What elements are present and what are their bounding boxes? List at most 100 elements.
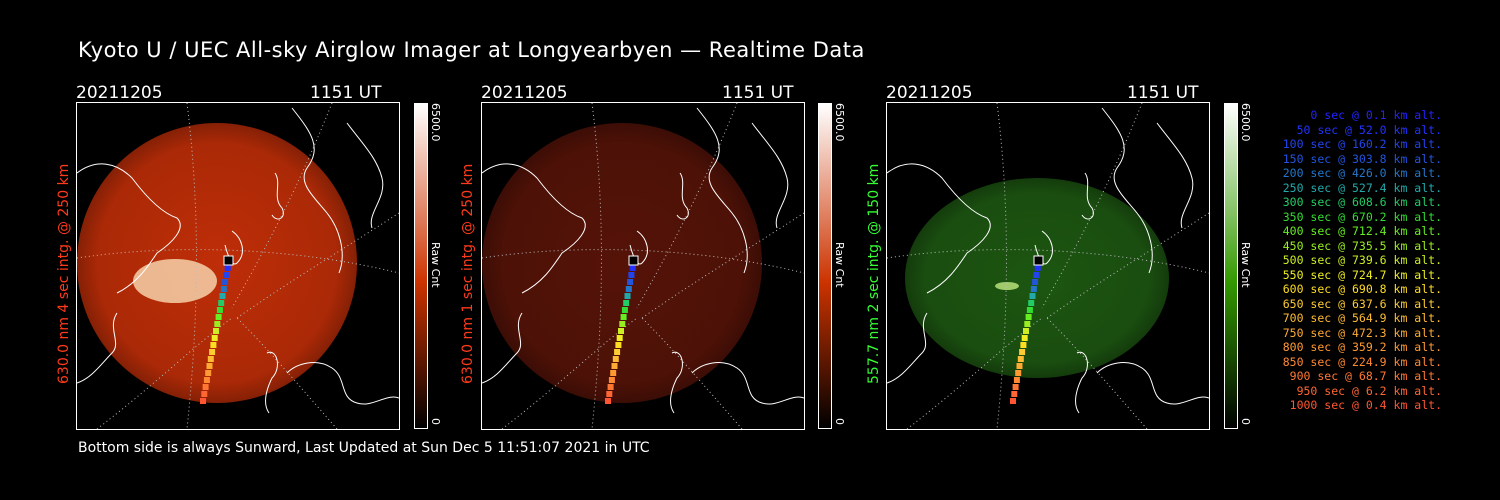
trajectory-marker [201,391,208,397]
coastline [696,107,748,274]
footer-status: Bottom side is always Sunward, Last Upda… [78,440,650,456]
legend-alt: 690.8 km alt. [1351,282,1442,296]
trajectory-marker [1016,363,1023,369]
legend-row: 450 sec @ 735.5 km alt. [1262,239,1442,254]
coastline [670,351,683,414]
legend-at-sign: @ [1331,209,1352,224]
trajectory-marker [203,377,210,383]
trajectory-marker [1017,356,1024,362]
legend-time: 1000 sec [1289,398,1346,412]
legend-at-sign: @ [1331,166,1352,180]
legend-at-sign: @ [1331,325,1352,340]
panel-2-cbar-unit: Raw Cnt [833,242,846,288]
coastline [286,362,399,405]
launch-site-marker [223,255,234,266]
aurora-bright-patch [995,282,1019,290]
coastline [482,312,523,384]
trajectory-marker [1032,279,1039,285]
coastline [77,312,118,384]
trajectory-marker [219,293,226,299]
coastline [1034,230,1053,265]
panel-2-date: 20211205 [481,83,568,103]
aurora-bright-patch [133,259,217,303]
coastline [691,362,804,405]
trajectory-marker [607,384,614,390]
legend-at-sign: @ [1331,267,1352,282]
trajectory-marker [210,342,217,348]
legend-time: 900 sec [1289,369,1339,383]
legend-at-sign: @ [1331,137,1352,151]
trajectory-marker [209,349,216,355]
legend-row: 600 sec @ 690.8 km alt. [1262,282,1442,297]
coastline [629,230,648,265]
allsky-image [77,123,357,403]
trajectory-marker [610,370,617,376]
legend-row: 950 sec @ 6.2 km alt. [1262,384,1442,399]
trajectory-marker [624,293,631,299]
trajectory-marker [216,307,223,313]
page-title: Kyoto U / UEC All-sky Airglow Imager at … [78,38,865,62]
legend-row: 900 sec @ 68.7 km alt. [1262,369,1442,384]
launch-site-marker [1033,255,1044,266]
legend-time: 350 sec [1282,209,1332,224]
trajectory-marker [615,342,622,348]
trajectory-legend: 0 sec @ 0.1 km alt. 50 sec @ 52.0 km alt.… [1262,108,1442,413]
legend-alt: 0.1 km alt. [1365,108,1442,122]
panel-2-image [481,102,805,430]
trajectory-marker [1024,321,1031,327]
legend-alt: 303.8 km alt. [1351,151,1442,166]
trajectory-marker [205,370,212,376]
trajectory-marker [214,321,221,327]
legend-alt: 426.0 km alt. [1351,166,1442,180]
trajectory-marker [1029,293,1036,299]
legend-row: 1000 sec @ 0.4 km alt. [1262,398,1442,413]
trajectory-marker [1020,342,1027,348]
legend-time: 450 sec [1282,238,1332,253]
trajectory-marker [1013,377,1020,383]
legend-at-sign: @ [1338,369,1359,383]
legend-time: 750 sec [1282,325,1332,340]
trajectory-marker [620,314,627,320]
panel-2-colorbar [818,103,832,429]
trajectory-marker [608,377,615,383]
legend-alt: 160.2 km alt. [1351,137,1442,151]
panel-3-colorbar [1224,103,1238,429]
panel-3-date: 20211205 [886,83,973,103]
grid-line [641,317,743,429]
panel-3-cbar-min: 0 [1239,418,1252,425]
coastline [887,312,928,384]
grid-line [996,103,1007,429]
legend-alt: 739.6 km alt. [1351,253,1442,267]
trajectory-marker [614,349,621,355]
legend-at-sign: @ [1331,340,1352,354]
legend-row: 0 sec @ 0.1 km alt. [1262,108,1442,123]
legend-row: 700 sec @ 564.9 km alt. [1262,311,1442,326]
legend-at-sign: @ [1331,180,1352,195]
grid-line [231,103,333,309]
trajectory-marker [1021,335,1028,341]
legend-time: 800 sec [1282,340,1332,354]
legend-alt: 472.3 km alt. [1351,325,1442,340]
legend-alt: 608.6 km alt. [1351,195,1442,209]
legend-time: 250 sec [1282,180,1332,195]
panel-3-image [886,102,1210,430]
panel-1-cbar-unit: Raw Cnt [429,242,442,288]
trajectory-marker [1025,314,1032,320]
panel-1-time: 1151 UT [310,83,382,103]
legend-row: 350 sec @ 670.2 km alt. [1262,210,1442,225]
legend-alt: 359.2 km alt. [1351,340,1442,354]
trajectory-marker [1023,328,1029,334]
trajectory-marker [206,363,213,369]
panel-3-cbar-max: 6500.0 [1239,103,1252,142]
legend-time: 100 sec [1282,137,1332,151]
panel-1-image [76,102,400,430]
legend-time: 0 sec [1310,108,1346,122]
legend-time: 400 sec [1282,224,1332,238]
coastline [77,163,181,294]
legend-row: 800 sec @ 359.2 km alt. [1262,340,1442,355]
trajectory-marker [202,384,209,390]
legend-at-sign: @ [1345,108,1366,122]
panel-3-ylabel: 557.7 nm 2 sec intg. @ 150 km [866,163,882,384]
coastline [1075,351,1088,414]
trajectory-marker [605,398,611,404]
